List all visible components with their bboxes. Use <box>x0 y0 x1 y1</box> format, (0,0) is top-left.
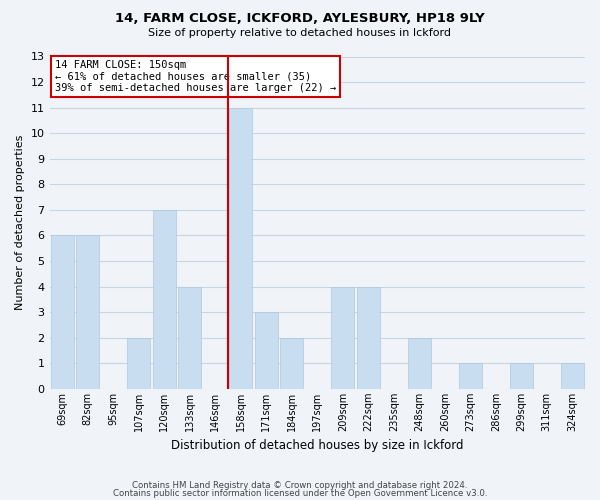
Bar <box>561 364 584 389</box>
Bar <box>76 236 99 389</box>
Bar <box>357 286 380 389</box>
Text: Contains public sector information licensed under the Open Government Licence v3: Contains public sector information licen… <box>113 488 487 498</box>
Bar <box>331 286 354 389</box>
Y-axis label: Number of detached properties: Number of detached properties <box>15 135 25 310</box>
Bar <box>280 338 303 389</box>
Bar <box>408 338 431 389</box>
Bar <box>459 364 482 389</box>
Text: Size of property relative to detached houses in Ickford: Size of property relative to detached ho… <box>149 28 452 38</box>
Bar <box>127 338 150 389</box>
Bar <box>255 312 278 389</box>
X-axis label: Distribution of detached houses by size in Ickford: Distribution of detached houses by size … <box>171 440 464 452</box>
Bar <box>153 210 176 389</box>
Bar <box>510 364 533 389</box>
Text: Contains HM Land Registry data © Crown copyright and database right 2024.: Contains HM Land Registry data © Crown c… <box>132 481 468 490</box>
Bar <box>229 108 252 389</box>
Bar <box>51 236 74 389</box>
Bar <box>178 286 201 389</box>
Text: 14 FARM CLOSE: 150sqm
← 61% of detached houses are smaller (35)
39% of semi-deta: 14 FARM CLOSE: 150sqm ← 61% of detached … <box>55 60 336 93</box>
Text: 14, FARM CLOSE, ICKFORD, AYLESBURY, HP18 9LY: 14, FARM CLOSE, ICKFORD, AYLESBURY, HP18… <box>115 12 485 26</box>
